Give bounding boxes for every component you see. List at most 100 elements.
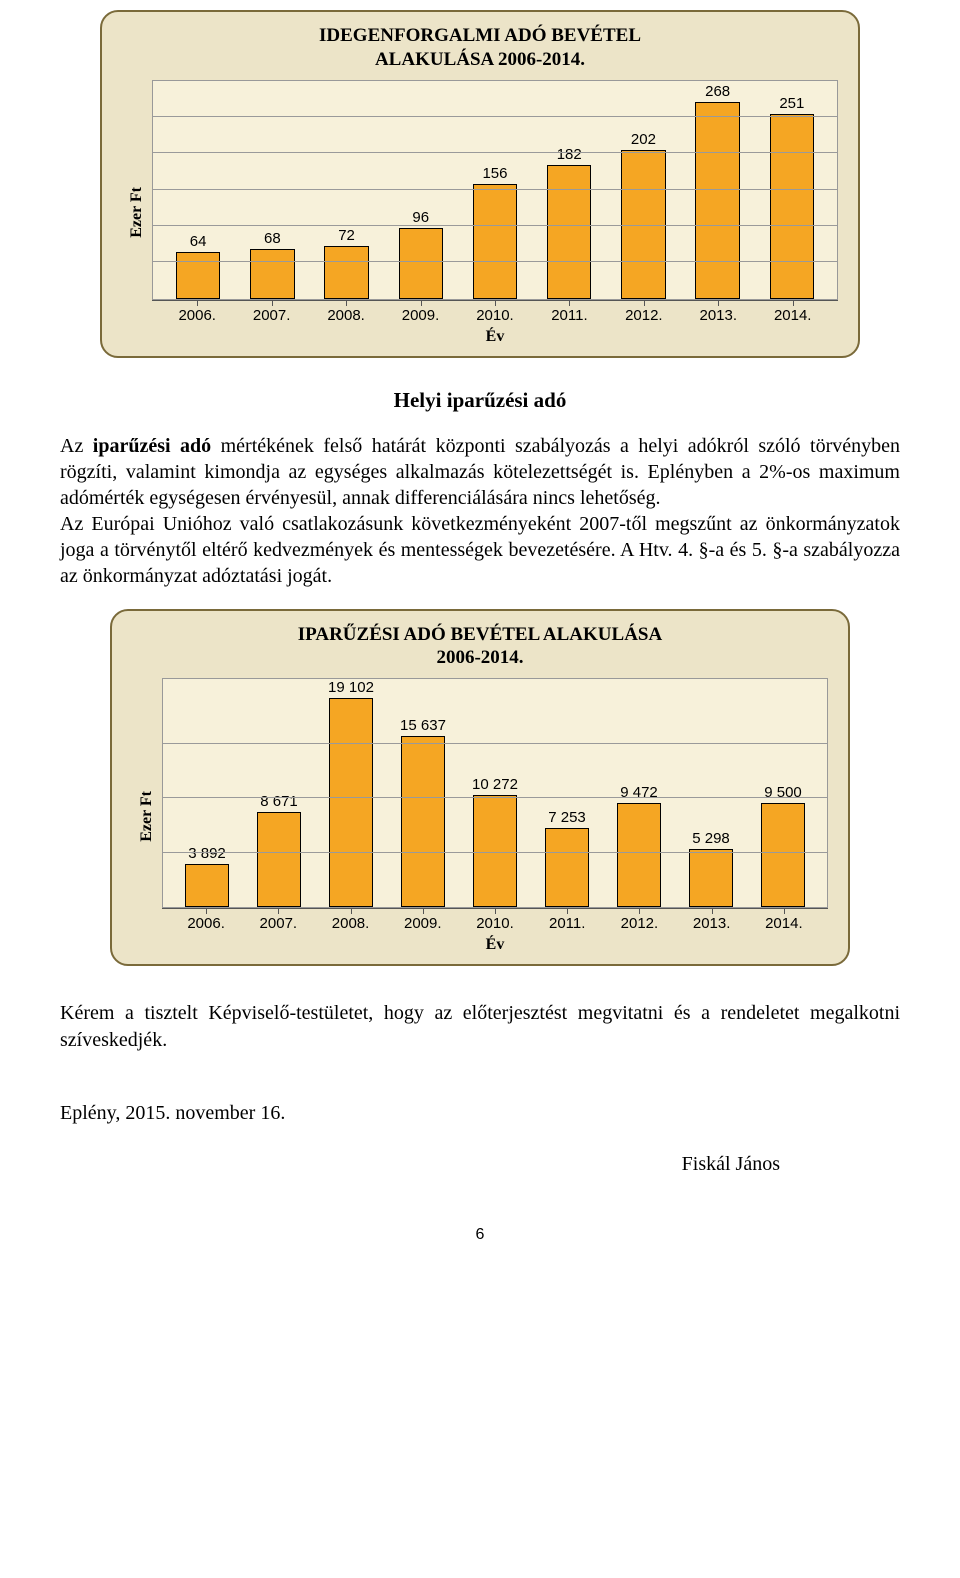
bar-value-label: 182 <box>557 146 582 163</box>
gridline <box>153 261 837 262</box>
x-tick: 2014. <box>756 307 830 324</box>
bold-term: iparűzési adó <box>93 435 211 457</box>
bar-value-label: 251 <box>779 95 804 112</box>
paragraph-2: Az Európai Unióhoz való csatlakozásunk k… <box>60 511 900 589</box>
bar-slot: 96 <box>384 81 458 299</box>
x-tick: 2009. <box>387 915 459 932</box>
chart2-plot: 3 892 8 671 19 102 15 637 10 272 7 253 9 472 5 … <box>162 678 828 954</box>
gridline <box>163 743 827 744</box>
chart1-bars: 64 68 72 96 156 182 202 268 251 <box>153 81 837 299</box>
bar-value-label: 3 892 <box>188 845 226 862</box>
x-tick: 2009. <box>383 307 457 324</box>
bar-slot: 3 892 <box>171 679 243 907</box>
x-tick: 2008. <box>314 915 386 932</box>
x-tick: 2006. <box>170 915 242 932</box>
bar-value-label: 202 <box>631 131 656 148</box>
x-tick: 2012. <box>603 915 675 932</box>
bar <box>399 228 444 298</box>
chart1-plot: 64687296156182202268251 2006.2007.2008.2… <box>152 80 838 346</box>
x-tick: 2014. <box>748 915 820 932</box>
chart1-title-line1: IDEGENFORGALMI ADÓ BEVÉTEL <box>319 25 641 46</box>
bar <box>695 102 740 299</box>
bar-value-label: 64 <box>190 233 207 250</box>
chart2-plot-area: 3 892 8 671 19 102 15 637 10 272 7 253 9 472 5 … <box>162 678 828 908</box>
chart1-title: IDEGENFORGALMI ADÓ BEVÉTEL ALAKULÁSA 200… <box>122 24 838 72</box>
chart2-bars: 3 892 8 671 19 102 15 637 10 272 7 253 9 472 5 … <box>163 679 827 907</box>
bar-value-label: 8 671 <box>260 793 298 810</box>
x-tick: 2013. <box>676 915 748 932</box>
bar-slot: 156 <box>458 81 532 299</box>
bar-slot: 202 <box>606 81 680 299</box>
bar-value-label: 96 <box>412 209 429 226</box>
bar-slot: 64 <box>161 81 235 299</box>
chart2-x-axis: 2006.2007.2008.2009.2010.2011.2012.2013.… <box>162 908 828 932</box>
bar-value-label: 156 <box>482 165 507 182</box>
x-tick: 2011. <box>531 915 603 932</box>
gridline <box>153 152 837 153</box>
bar-slot: 9 500 <box>747 679 819 907</box>
bar-value-label: 7 253 <box>548 809 586 826</box>
bar-value-label: 5 298 <box>692 830 730 847</box>
bar <box>329 698 372 907</box>
gridline <box>153 116 837 117</box>
bar-value-label: 72 <box>338 227 355 244</box>
bar-value-label: 15 637 <box>400 717 446 734</box>
bar <box>473 184 518 298</box>
closing-paragraph: Kérem a tisztelt Képviselő-testületet, h… <box>60 1000 900 1054</box>
bar <box>401 736 444 907</box>
chart2-title-line2: 2006-2014. <box>436 647 523 668</box>
chart1-x-axis: 2006.2007.2008.2009.2010.2011.2012.2013.… <box>152 300 838 324</box>
chart-iparuzesi: IPARŰZÉSI ADÓ BEVÉTEL ALAKULÁSA 2006-201… <box>110 609 850 967</box>
bar-slot: 251 <box>755 81 829 299</box>
bar-slot: 268 <box>681 81 755 299</box>
bar-slot: 182 <box>532 81 606 299</box>
bar <box>176 252 221 299</box>
gridline <box>163 852 827 853</box>
x-tick: 2012. <box>607 307 681 324</box>
bar-value-label: 19 102 <box>328 679 374 696</box>
bar-slot: 5 298 <box>675 679 747 907</box>
bar-slot: 8 671 <box>243 679 315 907</box>
date-line: Eplény, 2015. november 16. <box>60 1102 900 1125</box>
bar-slot: 10 272 <box>459 679 531 907</box>
chart2-title: IPARŰZÉSI ADÓ BEVÉTEL ALAKULÁSA 2006-201… <box>132 623 828 671</box>
x-tick: 2007. <box>234 307 308 324</box>
section-heading: Helyi iparűzési adó <box>60 388 900 413</box>
x-tick: 2011. <box>532 307 606 324</box>
bar <box>257 812 300 907</box>
bar <box>324 246 369 299</box>
paragraph-1: Az iparűzési adó mértékének felső határá… <box>60 433 900 511</box>
bar-slot: 15 637 <box>387 679 459 907</box>
chart1-x-label: Év <box>152 328 838 346</box>
bar <box>250 249 295 299</box>
bar-slot: 19 102 <box>315 679 387 907</box>
signature: Fiskál János <box>60 1153 900 1176</box>
bar <box>770 114 815 298</box>
bar <box>761 803 804 907</box>
bar-slot: 9 472 <box>603 679 675 907</box>
bar <box>545 828 588 907</box>
chart1-plot-area: 64 68 72 96 156 182 202 268 251 <box>152 80 838 300</box>
bar <box>547 165 592 298</box>
x-tick: 2010. <box>458 307 532 324</box>
gridline <box>163 797 827 798</box>
chart-idegenforgalmi: IDEGENFORGALMI ADÓ BEVÉTEL ALAKULÁSA 200… <box>100 10 860 358</box>
chart1-title-line2: ALAKULÁSA 2006-2014. <box>375 49 585 70</box>
bar <box>689 849 732 907</box>
gridline <box>153 189 837 190</box>
bar-value-label: 268 <box>705 83 730 100</box>
chart2-title-line1: IPARŰZÉSI ADÓ BEVÉTEL ALAKULÁSA <box>298 624 662 645</box>
bar-value-label: 68 <box>264 230 281 247</box>
chart1-plot-wrap: Ezer Ft 64687296156182202268251 2006.200… <box>122 80 838 346</box>
bar-value-label: 9 472 <box>620 784 658 801</box>
x-tick: 2008. <box>309 307 383 324</box>
gridline <box>153 225 837 226</box>
x-tick: 2013. <box>681 307 755 324</box>
bar-slot: 72 <box>309 81 383 299</box>
x-tick: 2010. <box>459 915 531 932</box>
x-tick: 2006. <box>160 307 234 324</box>
bar-slot: 68 <box>235 81 309 299</box>
x-tick: 2007. <box>242 915 314 932</box>
bar-value-label: 10 272 <box>472 776 518 793</box>
bar-slot: 7 253 <box>531 679 603 907</box>
